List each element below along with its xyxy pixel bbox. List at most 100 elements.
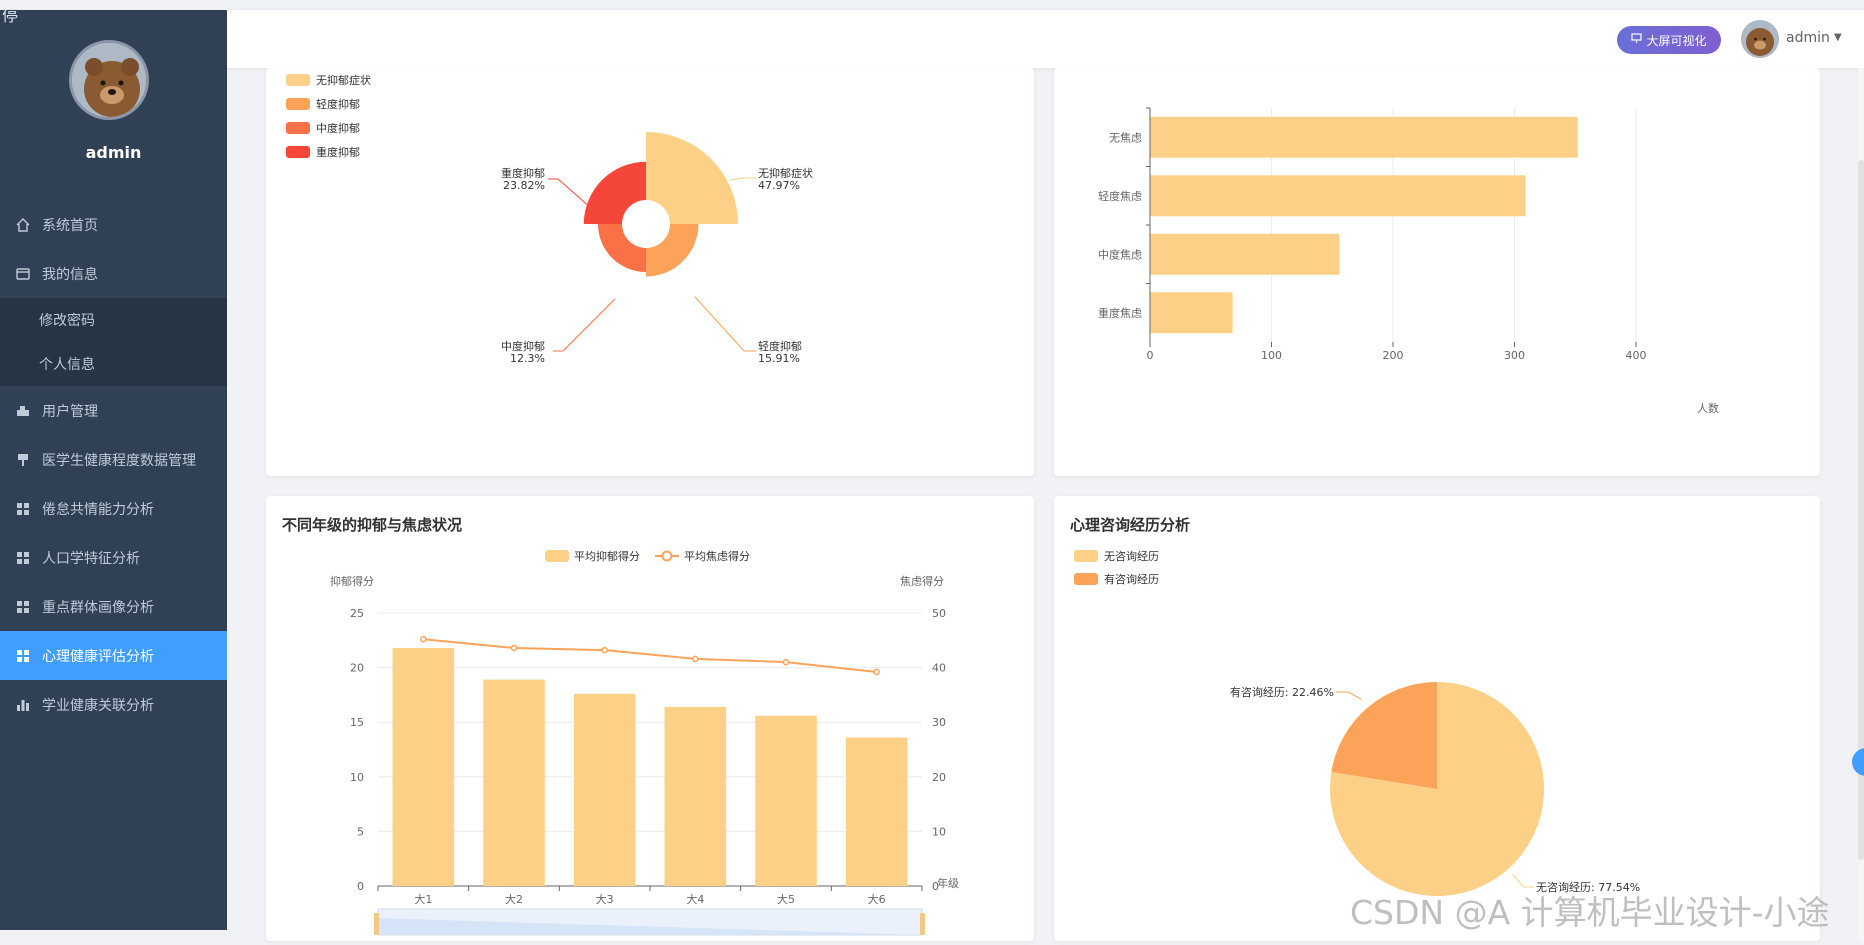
header-avatar[interactable] [1741, 20, 1779, 58]
legend-label[interactable]: 中度抑郁 [316, 121, 360, 135]
sidebar-item-label: 个人信息 [39, 357, 95, 373]
sidebar-item-key-groups[interactable]: 重点群体画像分析 [0, 582, 227, 631]
bigscreen-button[interactable]: 大屏可视化 [1617, 26, 1721, 54]
bar[interactable] [573, 693, 636, 886]
wallet-icon [14, 266, 32, 282]
rose-slice[interactable] [646, 224, 699, 277]
y-left-tick-label: 15 [350, 716, 364, 729]
chevron-down-icon[interactable]: ▼ [1834, 32, 1842, 43]
x-tick-label: 300 [1504, 349, 1525, 362]
sidebar-item-change-password[interactable]: 修改密码 [0, 298, 227, 342]
bar[interactable] [1150, 233, 1340, 275]
pie-slice[interactable] [1331, 682, 1437, 789]
x-axis-name: 年级 [937, 876, 959, 890]
legend-label[interactable]: 轻度抑郁 [316, 97, 360, 111]
bar[interactable] [845, 737, 908, 886]
legend-swatch[interactable] [286, 122, 310, 134]
bigscreen-label: 大屏可视化 [1646, 33, 1707, 48]
grid-icon [14, 550, 32, 566]
sidebar-avatar [69, 40, 149, 120]
x-tick-label: 大4 [686, 892, 704, 906]
card-title: 心理咨询经历分析 [1070, 516, 1191, 534]
bar[interactable] [1150, 292, 1233, 334]
sidebar-menu: 系统首页 我的信息 修改密码 个人信息 用户管理 医学生健康程度数据管理 [0, 200, 227, 729]
legend-swatch[interactable] [545, 550, 569, 562]
legend-label[interactable]: 重度抑郁 [316, 145, 360, 159]
label-leader-line [1336, 691, 1362, 700]
sidebar-item-label: 用户管理 [42, 403, 98, 420]
legend-label[interactable]: 平均焦虑得分 [684, 550, 750, 563]
sidebar-item-label: 重点群体画像分析 [42, 599, 154, 616]
slice-label-pct: 15.91% [758, 352, 800, 365]
line-point[interactable] [873, 668, 880, 676]
bar[interactable] [1150, 175, 1526, 217]
y-axis-left-name: 抑郁得分 [330, 574, 374, 588]
line-point[interactable] [510, 644, 518, 652]
sidebar: 停 admin 系统首页 我的信息 修改密码 [0, 6, 227, 941]
browser-strip [227, 0, 1864, 10]
line-point[interactable] [420, 635, 427, 643]
sidebar-scroll-strip [0, 930, 227, 941]
grid-icon [14, 501, 32, 517]
sidebar-item-my-info[interactable]: 我的信息 [0, 249, 227, 298]
y-right-tick-label: 30 [932, 716, 946, 729]
bar[interactable] [1150, 116, 1578, 158]
sidebar-item-user-management[interactable]: 用户管理 [0, 386, 227, 435]
bar[interactable] [392, 647, 455, 886]
monitor-icon [1631, 33, 1643, 47]
legend-swatch[interactable] [286, 74, 310, 86]
sidebar-item-personal-info[interactable]: 个人信息 [0, 342, 227, 386]
grade-chart-card: 不同年级的抑郁与焦虑状况 平均抑郁得分 平均焦虑得分 抑郁得分 焦虑得分 年级 … [266, 496, 1034, 941]
anxiety-chart-card: 无焦虑 轻度焦虑 中度焦虑 重度焦虑 0 100 200 300 400 人数 [1054, 68, 1820, 476]
legend-marker[interactable] [661, 550, 673, 562]
x-tick-label: 大3 [596, 892, 614, 906]
rose-slice[interactable] [646, 132, 738, 224]
legend-swatch[interactable] [286, 98, 310, 110]
line-series[interactable] [423, 638, 877, 673]
sidebar-item-academic-health[interactable]: 学业健康关联分析 [0, 680, 227, 729]
watermark: CSDN @A 计算机毕业设计-小途 [1350, 893, 1830, 932]
brush-icon [14, 452, 32, 468]
line-point[interactable] [601, 646, 608, 654]
user-manage-icon [14, 403, 32, 419]
legend-label[interactable]: 无咨询经历 [1104, 549, 1159, 563]
label-leader-line [729, 177, 756, 181]
datazoom-handle-right[interactable] [920, 913, 925, 935]
line-point[interactable] [692, 655, 699, 663]
legend-swatch[interactable] [1074, 550, 1098, 562]
bar[interactable] [755, 715, 817, 886]
sidebar-item-demographics[interactable]: 人口学特征分析 [0, 533, 227, 582]
sidebar-item-mental-health[interactable]: 心理健康评估分析 [0, 631, 227, 680]
slice-label-pct: 47.97% [758, 179, 800, 192]
page-scrollbar-thumb[interactable] [1858, 160, 1864, 860]
bar[interactable] [664, 706, 727, 886]
y-right-tick-label: 50 [932, 607, 946, 620]
legend-label[interactable]: 有咨询经历 [1104, 572, 1159, 586]
legend-label[interactable]: 平均抑郁得分 [574, 549, 640, 563]
top-navbar [227, 10, 1864, 68]
bar[interactable] [483, 679, 545, 886]
y-category-label: 轻度焦虑 [1098, 189, 1142, 203]
datazoom-handle-left[interactable] [374, 913, 379, 935]
y-left-tick-label: 20 [350, 662, 364, 675]
x-tick-label: 100 [1261, 349, 1282, 362]
y-right-tick-label: 40 [932, 662, 946, 675]
header-username[interactable]: admin [1786, 30, 1830, 46]
legend-swatch[interactable] [286, 146, 310, 158]
floating-side-tab[interactable] [1852, 748, 1864, 776]
legend-swatch[interactable] [1074, 573, 1098, 585]
depression-legend: 无抑郁症状 轻度抑郁 中度抑郁 重度抑郁 [286, 73, 371, 159]
rose-slice[interactable] [598, 224, 646, 272]
sidebar-item-health-data[interactable]: 医学生健康程度数据管理 [0, 435, 227, 484]
sidebar-username: admin [85, 143, 142, 162]
home-icon [14, 217, 32, 233]
datazoom-preview [378, 918, 922, 935]
y-right-tick-label: 10 [932, 825, 946, 838]
rose-slice[interactable] [583, 161, 646, 224]
line-point[interactable] [782, 658, 790, 666]
legend-label[interactable]: 无抑郁症状 [316, 73, 371, 87]
sidebar-item-burnout-empathy[interactable]: 倦怠共情能力分析 [0, 484, 227, 533]
sidebar-item-home[interactable]: 系统首页 [0, 200, 227, 249]
grid-icon [14, 648, 32, 664]
